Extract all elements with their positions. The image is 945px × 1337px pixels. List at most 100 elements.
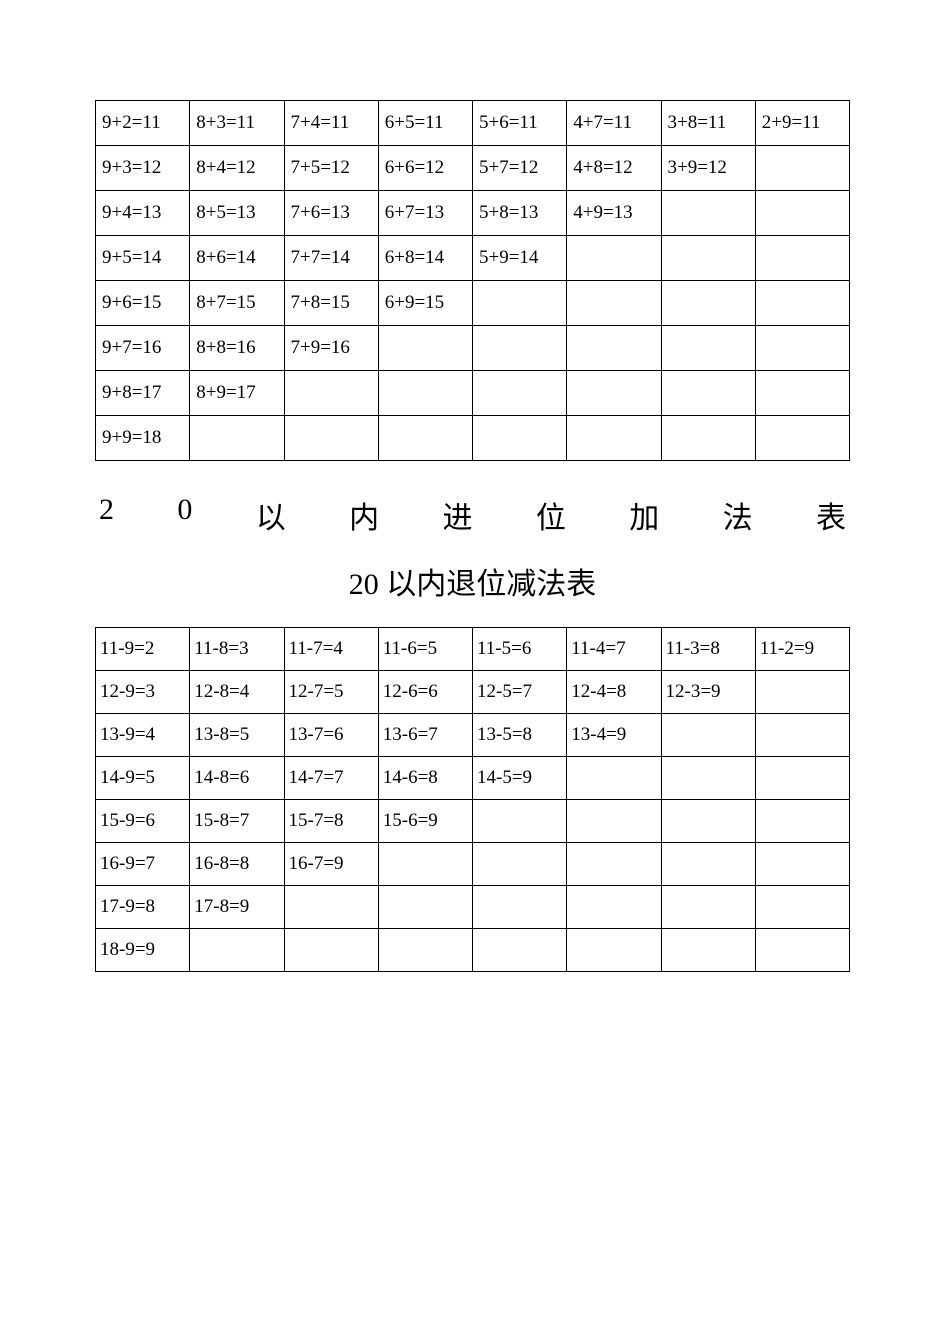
table-cell	[473, 843, 567, 886]
table-cell: 13-5=8	[473, 714, 567, 757]
table-row: 18-9=9	[96, 929, 850, 972]
table-cell	[567, 800, 661, 843]
page: 9+2=118+3=117+4=116+5=115+6=114+7=113+8=…	[0, 0, 945, 1032]
table-cell: 9+2=11	[96, 101, 190, 146]
table-cell: 9+5=14	[96, 236, 190, 281]
table-cell: 4+8=12	[567, 146, 661, 191]
table-cell: 3+9=12	[661, 146, 755, 191]
table-cell: 6+8=14	[378, 236, 472, 281]
table-cell: 5+6=11	[473, 101, 567, 146]
table-cell	[473, 416, 567, 461]
table-cell	[755, 281, 849, 326]
table-cell: 14-8=6	[190, 757, 284, 800]
table-cell	[473, 326, 567, 371]
table-row: 15-9=615-8=715-7=815-6=9	[96, 800, 850, 843]
table-cell: 11-3=8	[661, 628, 755, 671]
table-cell: 5+7=12	[473, 146, 567, 191]
table-cell: 4+7=11	[567, 101, 661, 146]
table-row: 9+2=118+3=117+4=116+5=115+6=114+7=113+8=…	[96, 101, 850, 146]
table-cell	[661, 843, 755, 886]
title-char: 以	[256, 493, 286, 537]
table-cell	[284, 886, 378, 929]
table-cell: 16-9=7	[96, 843, 190, 886]
table-cell	[284, 371, 378, 416]
table-cell: 2+9=11	[755, 101, 849, 146]
table-cell	[661, 191, 755, 236]
table-cell: 13-9=4	[96, 714, 190, 757]
table-cell: 8+6=14	[190, 236, 284, 281]
table-cell: 12-4=8	[567, 671, 661, 714]
table-cell: 11-5=6	[473, 628, 567, 671]
table-cell	[473, 281, 567, 326]
table-cell: 16-7=9	[284, 843, 378, 886]
table-cell: 12-7=5	[284, 671, 378, 714]
table-cell: 11-8=3	[190, 628, 284, 671]
table-cell	[378, 416, 472, 461]
table-cell: 6+6=12	[378, 146, 472, 191]
table-row: 11-9=211-8=311-7=411-6=511-5=611-4=711-3…	[96, 628, 850, 671]
table-cell: 7+4=11	[284, 101, 378, 146]
table-cell: 11-6=5	[378, 628, 472, 671]
table-cell	[661, 800, 755, 843]
table-cell: 7+5=12	[284, 146, 378, 191]
table-row: 9+8=178+9=17	[96, 371, 850, 416]
table-cell: 12-6=6	[378, 671, 472, 714]
table-cell: 13-6=7	[378, 714, 472, 757]
table-cell: 14-6=8	[378, 757, 472, 800]
title-char: 0	[177, 493, 192, 537]
table-cell	[755, 146, 849, 191]
table-cell: 14-7=7	[284, 757, 378, 800]
table-cell: 8+9=17	[190, 371, 284, 416]
table-cell	[473, 800, 567, 843]
table-cell: 3+8=11	[661, 101, 755, 146]
table-cell	[661, 236, 755, 281]
table-cell	[567, 371, 661, 416]
table-cell: 5+8=13	[473, 191, 567, 236]
table-row: 9+3=128+4=127+5=126+6=125+7=124+8=123+9=…	[96, 146, 850, 191]
table-row: 9+6=158+7=157+8=156+9=15	[96, 281, 850, 326]
table-cell: 7+6=13	[284, 191, 378, 236]
table-cell: 14-5=9	[473, 757, 567, 800]
table-cell: 15-9=6	[96, 800, 190, 843]
table-cell: 9+6=15	[96, 281, 190, 326]
table-cell: 8+5=13	[190, 191, 284, 236]
table-cell	[567, 886, 661, 929]
table-row: 12-9=312-8=412-7=512-6=612-5=712-4=812-3…	[96, 671, 850, 714]
table-cell	[661, 886, 755, 929]
table-cell: 9+9=18	[96, 416, 190, 461]
table-cell: 7+7=14	[284, 236, 378, 281]
table-row: 14-9=514-8=614-7=714-6=814-5=9	[96, 757, 850, 800]
table-cell: 13-7=6	[284, 714, 378, 757]
table-cell	[190, 416, 284, 461]
table-cell	[755, 326, 849, 371]
table-cell: 7+9=16	[284, 326, 378, 371]
table-cell	[755, 236, 849, 281]
title-char: 加	[629, 493, 659, 537]
table-cell: 12-3=9	[661, 671, 755, 714]
table-cell	[755, 929, 849, 972]
table-cell: 6+9=15	[378, 281, 472, 326]
title-char: 表	[816, 493, 846, 537]
table-cell	[661, 929, 755, 972]
table-cell	[473, 929, 567, 972]
table-cell	[567, 843, 661, 886]
table-cell: 17-9=8	[96, 886, 190, 929]
table-cell	[567, 416, 661, 461]
table-cell	[567, 236, 661, 281]
table-cell: 15-6=9	[378, 800, 472, 843]
table-cell	[473, 371, 567, 416]
table-cell	[755, 714, 849, 757]
table-cell	[284, 416, 378, 461]
table-cell	[190, 929, 284, 972]
table-cell: 18-9=9	[96, 929, 190, 972]
table-cell: 6+5=11	[378, 101, 472, 146]
table-cell	[567, 326, 661, 371]
table-cell: 11-4=7	[567, 628, 661, 671]
table-cell: 7+8=15	[284, 281, 378, 326]
table-cell	[378, 843, 472, 886]
table-cell: 11-9=2	[96, 628, 190, 671]
table-cell: 13-4=9	[567, 714, 661, 757]
table-cell: 9+4=13	[96, 191, 190, 236]
table-row: 9+4=138+5=137+6=136+7=135+8=134+9=13	[96, 191, 850, 236]
table-row: 9+7=168+8=167+9=16	[96, 326, 850, 371]
